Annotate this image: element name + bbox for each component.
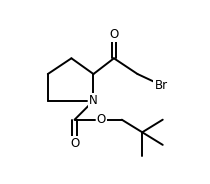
Text: O: O [109, 28, 119, 41]
Text: N: N [89, 94, 98, 107]
Text: O: O [70, 137, 79, 150]
Text: O: O [97, 113, 106, 126]
Text: Br: Br [155, 79, 168, 92]
